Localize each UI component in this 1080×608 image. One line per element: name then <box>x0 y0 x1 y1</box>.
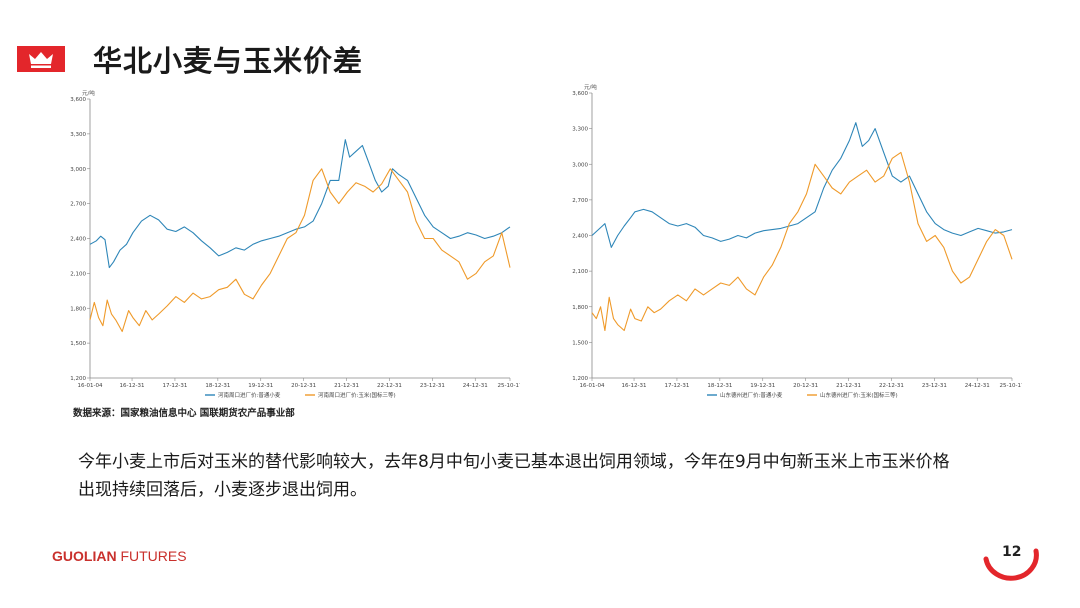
chart-right: 元/吨 1,200 1,500 1,800 2,100 2,400 2,700 3,000 3,… <box>572 83 1022 399</box>
legend-label: 河南周口进厂价:玉米(国标三等) <box>318 391 396 399</box>
x-tick-label: 19-12-31 <box>750 383 775 389</box>
series-line-wheat <box>591 122 1013 248</box>
y-tick-label: 1,500 <box>572 340 588 346</box>
x-tick-label: 18-12-31 <box>707 383 732 389</box>
x-tick-label: 24-12-31 <box>965 383 990 389</box>
footer-brand: GUOLIAN FUTURES <box>52 548 187 564</box>
brand-rest: FUTURES <box>116 548 187 564</box>
y-tick-label: 2,100 <box>70 271 86 277</box>
y-tick-label: 3,300 <box>70 132 86 138</box>
page-title: 华北小麦与玉米价差 <box>93 44 364 78</box>
x-tick-label: 24-12-31 <box>463 383 488 389</box>
y-tick-label: 2,700 <box>70 202 86 208</box>
x-tick-label: 22-12-31 <box>377 383 402 389</box>
x-tick-label: 23-12-31 <box>922 383 947 389</box>
x-tick-label: 16-01-04 <box>78 383 103 389</box>
y-tick-label: 2,400 <box>572 234 588 240</box>
y-tick-label: 2,100 <box>572 269 588 275</box>
x-tick-label: 18-12-31 <box>205 383 230 389</box>
series-line-wheat <box>89 139 511 269</box>
y-tick-label: 3,600 <box>572 91 588 97</box>
y-tick-label: 3,300 <box>572 127 588 133</box>
x-tick-label: 19-12-31 <box>248 383 273 389</box>
legend-label: 河南周口进厂价:普通小麦 <box>218 391 281 399</box>
page-arc-icon <box>983 548 1039 581</box>
y-tick-label: 1,800 <box>70 306 86 312</box>
x-tick-label: 17-12-31 <box>664 383 689 389</box>
chart-left: 元/吨 1,200 1,500 1,800 2,100 2,400 2,700 3,000 3,… <box>70 89 520 399</box>
y-tick-label: 1,200 <box>70 376 86 382</box>
y-tick-label: 2,400 <box>70 237 86 243</box>
y-tick-label: 3,000 <box>70 167 86 173</box>
y-tick-label: 3,000 <box>572 162 588 168</box>
x-tick-label: 25-10-17 <box>1000 383 1022 389</box>
unit-label: 元/吨 <box>584 83 597 91</box>
x-tick-label: 16-12-31 <box>622 383 647 389</box>
x-tick-label: 20-12-31 <box>793 383 818 389</box>
x-tick-label: 20-12-31 <box>291 383 316 389</box>
y-tick-label: 1,200 <box>572 376 588 382</box>
unit-label: 元/吨 <box>82 89 95 97</box>
x-tick-label: 17-12-31 <box>162 383 187 389</box>
body-paragraph: 今年小麦上市后对玉米的替代影响较大，去年8月中旬小麦已基本退出饲用领域，今年在9… <box>78 452 950 500</box>
data-source: 数据来源：国家粮油信息中心 国联期货农产品事业部 <box>73 408 295 419</box>
legend-label: 山东德州进厂价:普通小麦 <box>720 391 783 399</box>
x-tick-label: 16-01-04 <box>580 383 605 389</box>
y-tick-label: 3,600 <box>70 97 86 103</box>
x-tick-label: 25-10-17 <box>498 383 520 389</box>
brand-bold: GUOLIAN <box>52 548 117 564</box>
x-tick-label: 21-12-31 <box>334 383 359 389</box>
x-tick-label: 16-12-31 <box>120 383 145 389</box>
x-tick-label: 23-12-31 <box>420 383 445 389</box>
y-tick-label: 2,700 <box>572 198 588 204</box>
series-line-corn <box>89 168 511 333</box>
page-number: 12 <box>1002 544 1022 560</box>
crown-icon <box>17 46 65 72</box>
x-tick-label: 22-12-31 <box>879 383 904 389</box>
series-line-corn <box>591 151 1013 332</box>
x-tick-label: 21-12-31 <box>836 383 861 389</box>
y-tick-label: 1,500 <box>70 341 86 347</box>
legend-label: 山东德州进厂价:玉米(国标三等) <box>820 391 898 399</box>
y-tick-label: 1,800 <box>572 305 588 311</box>
